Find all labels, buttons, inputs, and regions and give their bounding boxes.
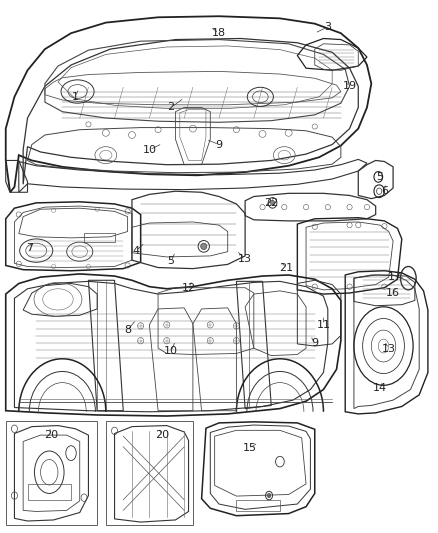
Text: 10: 10 — [142, 145, 156, 155]
Text: 20: 20 — [155, 430, 170, 440]
Text: 21: 21 — [279, 263, 293, 272]
Bar — [106, 421, 193, 525]
Bar — [84, 232, 115, 242]
Text: 19: 19 — [343, 81, 357, 91]
Text: 11: 11 — [316, 320, 330, 330]
Text: 4: 4 — [133, 246, 140, 256]
Text: 16: 16 — [386, 288, 400, 298]
Text: 3: 3 — [324, 22, 331, 32]
Text: 22: 22 — [264, 198, 279, 208]
Text: 17: 17 — [388, 272, 403, 282]
Text: 15: 15 — [243, 443, 257, 454]
Bar — [6, 421, 97, 525]
Text: 5: 5 — [377, 172, 384, 182]
Text: 2: 2 — [168, 102, 175, 112]
Text: 6: 6 — [381, 186, 388, 196]
Text: 13: 13 — [238, 254, 252, 263]
Text: 1: 1 — [72, 92, 79, 102]
Text: 14: 14 — [373, 383, 387, 393]
Text: 20: 20 — [44, 430, 59, 440]
Ellipse shape — [201, 243, 207, 249]
Text: 7: 7 — [26, 243, 33, 253]
Text: 9: 9 — [311, 338, 318, 349]
Text: 10: 10 — [164, 346, 178, 357]
Text: 13: 13 — [382, 344, 396, 354]
Text: 18: 18 — [212, 28, 226, 38]
Text: 8: 8 — [124, 325, 131, 335]
Ellipse shape — [270, 200, 275, 206]
Text: 9: 9 — [215, 140, 223, 150]
Text: 12: 12 — [181, 282, 196, 293]
Ellipse shape — [267, 494, 271, 498]
Text: 5: 5 — [168, 256, 175, 266]
Bar — [237, 500, 280, 512]
Bar — [28, 484, 71, 500]
